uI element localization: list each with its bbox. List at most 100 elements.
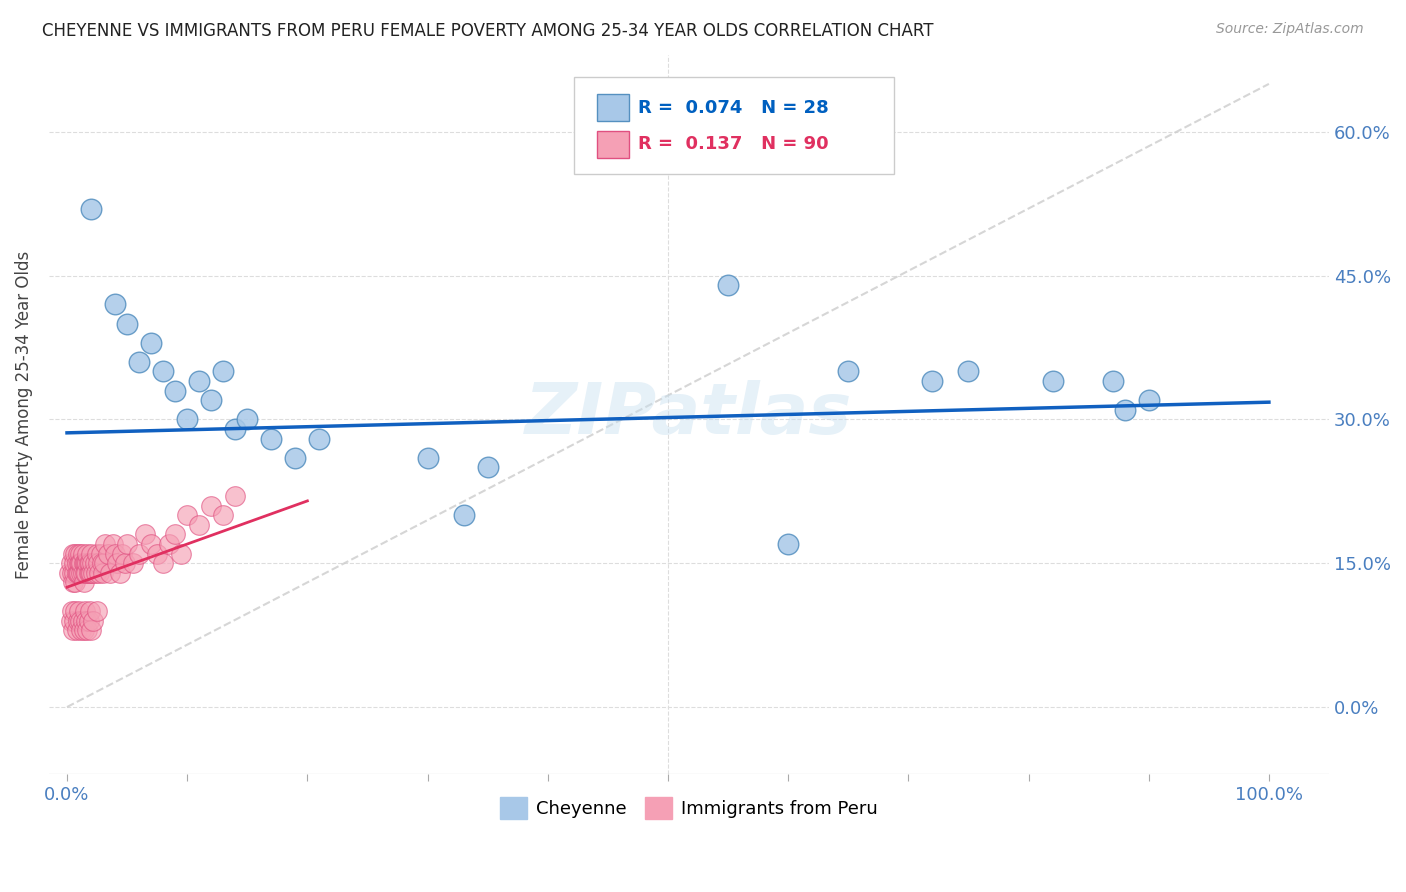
Point <box>152 364 174 378</box>
Point <box>60 604 83 618</box>
Point <box>778 537 800 551</box>
Point <box>146 547 169 561</box>
Point <box>65 547 87 561</box>
Y-axis label: Female Poverty Among 25-34 Year Olds: Female Poverty Among 25-34 Year Olds <box>15 251 32 579</box>
Point <box>212 508 235 523</box>
Point <box>65 566 87 580</box>
Point <box>139 335 162 350</box>
Text: Source: ZipAtlas.com: Source: ZipAtlas.com <box>1216 22 1364 37</box>
Point <box>165 384 187 398</box>
Point <box>79 556 101 570</box>
Point <box>957 364 980 378</box>
Point <box>170 547 193 561</box>
Point <box>82 566 104 580</box>
Point <box>188 374 211 388</box>
Point <box>1042 374 1064 388</box>
Point <box>66 547 89 561</box>
Point <box>72 614 94 628</box>
Point <box>75 614 97 628</box>
Point <box>75 556 97 570</box>
Point <box>837 364 859 378</box>
Text: R =  0.137   N = 90: R = 0.137 N = 90 <box>638 136 828 153</box>
Point <box>104 297 127 311</box>
Point <box>62 547 84 561</box>
Text: R =  0.074   N = 28: R = 0.074 N = 28 <box>638 99 828 117</box>
Point <box>82 556 104 570</box>
Point <box>62 575 84 590</box>
Point <box>65 556 87 570</box>
Point <box>111 547 134 561</box>
Point <box>69 556 91 570</box>
FancyBboxPatch shape <box>596 130 628 158</box>
Point <box>94 537 117 551</box>
Point <box>212 364 235 378</box>
Point <box>165 527 187 541</box>
Point <box>921 374 943 388</box>
Point <box>79 604 101 618</box>
Point <box>63 556 86 570</box>
Point <box>67 604 90 618</box>
Point <box>717 278 740 293</box>
Point <box>82 614 104 628</box>
Point <box>60 566 83 580</box>
Point <box>107 556 129 570</box>
Point <box>67 566 90 580</box>
Point <box>70 556 93 570</box>
Point <box>101 537 124 551</box>
Point <box>84 566 107 580</box>
Point <box>416 450 439 465</box>
Point <box>63 566 86 580</box>
Legend: Cheyenne, Immigrants from Peru: Cheyenne, Immigrants from Peru <box>494 789 884 826</box>
Point <box>97 547 120 561</box>
Text: CHEYENNE VS IMMIGRANTS FROM PERU FEMALE POVERTY AMONG 25-34 YEAR OLDS CORRELATIO: CHEYENNE VS IMMIGRANTS FROM PERU FEMALE … <box>42 22 934 40</box>
Point <box>86 604 108 618</box>
Point <box>98 566 121 580</box>
Point <box>73 624 96 638</box>
Point <box>65 604 87 618</box>
Point <box>59 614 82 628</box>
Point <box>284 450 307 465</box>
Point <box>176 412 198 426</box>
Point <box>87 556 110 570</box>
Point <box>224 489 246 503</box>
Point <box>75 566 97 580</box>
Point <box>79 566 101 580</box>
Point <box>89 566 111 580</box>
Point <box>139 537 162 551</box>
Point <box>69 614 91 628</box>
Point <box>1137 393 1160 408</box>
Point <box>104 547 127 561</box>
Point <box>114 556 136 570</box>
Point <box>76 624 98 638</box>
Point <box>200 499 222 513</box>
Point <box>66 566 89 580</box>
Point <box>83 556 105 570</box>
Point <box>1114 402 1136 417</box>
Point <box>76 547 98 561</box>
Point <box>80 547 103 561</box>
Point <box>69 547 91 561</box>
Point <box>86 547 108 561</box>
Point <box>134 527 156 541</box>
Point <box>152 556 174 570</box>
Point <box>62 624 84 638</box>
Point <box>108 566 131 580</box>
Point <box>73 604 96 618</box>
Point <box>115 317 138 331</box>
Point <box>80 624 103 638</box>
Point <box>76 556 98 570</box>
Point <box>477 460 499 475</box>
Point <box>260 432 283 446</box>
Point <box>236 412 259 426</box>
Text: ZIPatlas: ZIPatlas <box>526 380 852 450</box>
Point <box>224 422 246 436</box>
Point <box>65 575 87 590</box>
Point <box>73 556 96 570</box>
Point <box>93 556 115 570</box>
Point <box>58 566 80 580</box>
Point <box>73 556 96 570</box>
Point <box>66 614 89 628</box>
Point <box>128 547 150 561</box>
Point <box>73 566 96 580</box>
Point <box>188 517 211 532</box>
